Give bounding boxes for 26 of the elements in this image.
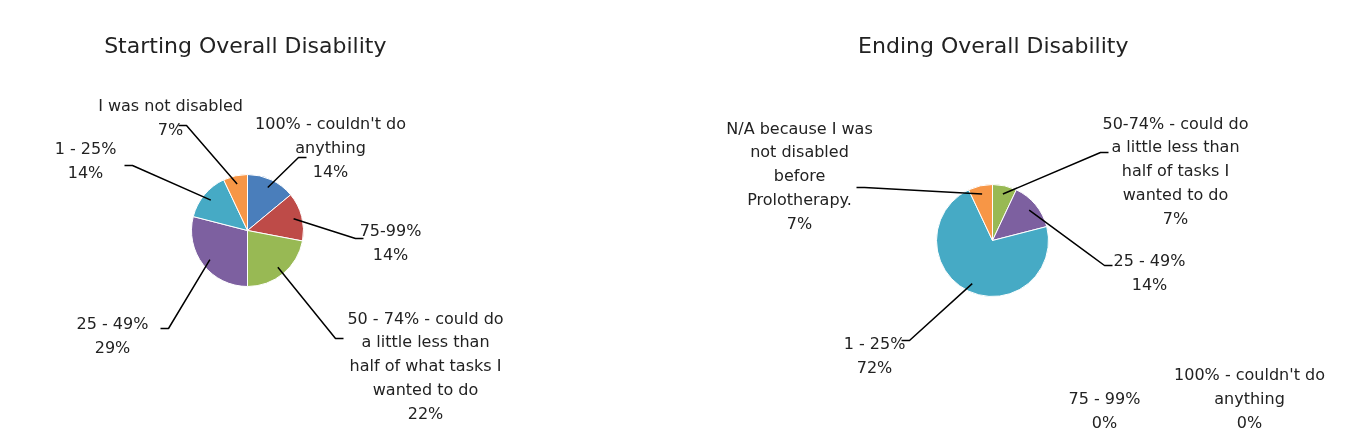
slice-label: 25 - 49%	[1113, 251, 1186, 271]
data-label: 7%	[786, 213, 813, 233]
slice-label: N/A because I was not disabled before Prolotherapy.	[726, 118, 873, 209]
data-label: 7%	[157, 119, 184, 139]
slice-label: 50 - 74% - could do a little less than half of what tasks I wanted to do	[347, 308, 504, 399]
slice-label: 25 - 49%	[76, 314, 149, 334]
data-label: 14%	[372, 244, 409, 264]
text: 0%	[1091, 412, 1118, 432]
data-label: 14%	[312, 161, 349, 181]
data-label: 7%	[1162, 208, 1189, 228]
chart-title: Ending Overall Disability	[858, 33, 1129, 58]
category-label: 75 - 99%	[1068, 389, 1141, 409]
chart-title: Starting Overall Disability	[104, 33, 387, 58]
slice-label: 100% - couldn't do anything	[255, 114, 406, 157]
text: 0%	[1236, 412, 1263, 432]
slice-label: 50-74% - could do a little less than half of tasks I wanted to do	[1102, 113, 1249, 204]
data-label: 29%	[94, 337, 131, 357]
category-label: 100% - couldn't do anything	[1174, 365, 1325, 408]
slice-label: 75-99%	[359, 221, 422, 241]
data-label: 14%	[1131, 274, 1168, 294]
slice-label: 1 - 25%	[54, 139, 117, 159]
slice-label: I was not disabled	[98, 96, 243, 116]
data-label: 14%	[67, 162, 104, 182]
data-label: 72%	[856, 357, 893, 377]
slice-label: 1 - 25%	[843, 334, 906, 354]
data-label: 22%	[407, 403, 444, 423]
